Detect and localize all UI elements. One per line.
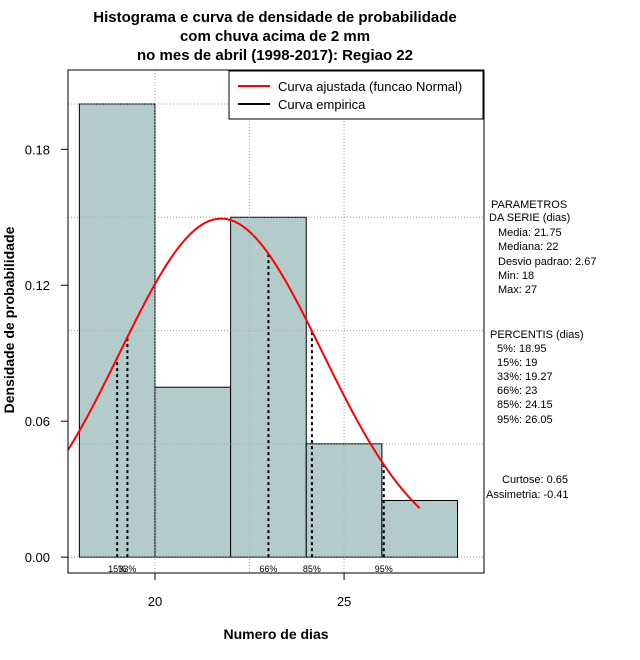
chart-title-line-2: com chuva acima de 2 mm [180, 28, 370, 45]
legend-box [228, 70, 484, 120]
histogram-bar-1 [154, 386, 232, 558]
parameters-panel: PARAMETROS DA SERIE (dias) Media: 21.75 … [489, 199, 596, 296]
x-axis-label: Numero de dias [223, 626, 328, 642]
y-tick-label-1: 0.06 [25, 414, 50, 429]
y-tick-label-3: 0.18 [25, 142, 50, 157]
percentiles-panel: PERCENTIS (dias) 5%: 18.95 15%: 19 33%: … [490, 329, 584, 426]
pct-panel-5: 5%: 18.95 [497, 343, 547, 355]
pct-panel-title: PERCENTIS (dias) [490, 329, 584, 341]
param-desvio: Desvio padrao: 2.67 [498, 256, 596, 268]
percentile-lines: 15%33% 66% 85% 95% [108, 253, 393, 574]
percentile-label-3: 85% [303, 564, 321, 574]
param-line-1: PARAMETROS [491, 199, 567, 211]
percentile-label-0: 15% [108, 564, 126, 574]
param-line-2: DA SERIE (dias) [489, 212, 570, 224]
curtose-value: Curtose: 0.65 [502, 474, 568, 486]
percentile-label-4: 95% [375, 564, 393, 574]
assimetria-value: Assimetria: -0.41 [486, 489, 569, 501]
axes: 20 25 0.00 0.06 0.12 0.18 [25, 142, 352, 609]
pct-panel-15: 15%: 19 [497, 357, 537, 369]
y-axis-label: Densidade de probabilidade [1, 226, 17, 413]
percentile-label-1: 33% [118, 564, 136, 574]
x-tick-label-1: 25 [337, 594, 351, 609]
x-tick-label-0: 20 [148, 594, 162, 609]
chart-title: Histograma e curva de densidade de proba… [93, 9, 456, 64]
param-media: Media: 21.75 [498, 227, 562, 239]
param-min: Min: 18 [498, 270, 534, 282]
y-tick-label-0: 0.00 [25, 550, 50, 565]
chart-title-line-3: no mes de abril (1998-2017): Regiao 22 [137, 47, 413, 64]
pct-panel-85: 85%: 24.15 [497, 399, 553, 411]
legend-label-empirical: Curva empirica [278, 97, 366, 112]
normal-fit-curve [67, 217, 421, 509]
pct-panel-66: 66%: 23 [497, 385, 537, 397]
param-mediana: Mediana: 22 [498, 241, 559, 253]
chart-title-line-1: Histograma e curva de densidade de proba… [93, 9, 456, 26]
percentile-label-2: 66% [259, 564, 277, 574]
histogram-bars [68, 70, 484, 573]
param-max: Max: 27 [498, 284, 537, 296]
pct-panel-95: 95%: 26.05 [497, 414, 553, 426]
legend-label-fitted: Curva ajustada (funcao Normal) [278, 79, 462, 94]
histogram-bar-0 [78, 103, 156, 558]
histogram-bar-4 [381, 499, 459, 558]
normal-curve-layer [67, 217, 421, 509]
y-tick-label-2: 0.12 [25, 278, 50, 293]
legend: Curva ajustada (funcao Normal) Curva emp… [228, 70, 484, 120]
pct-panel-33: 33%: 19.27 [497, 371, 553, 383]
